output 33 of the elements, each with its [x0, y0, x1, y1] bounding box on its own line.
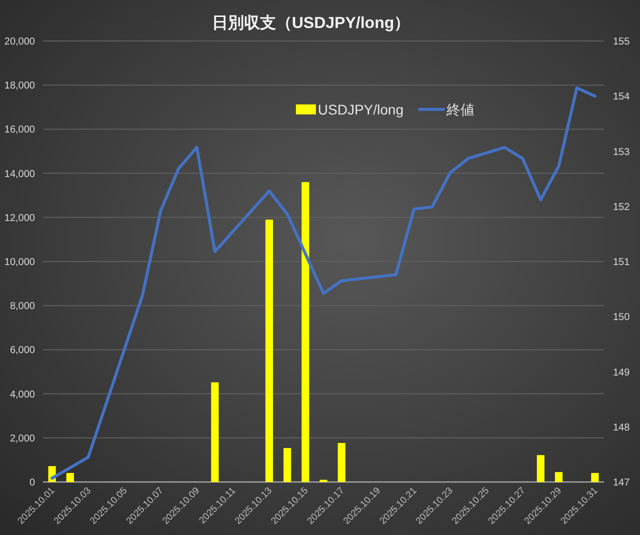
legend-label: USDJPY/long — [318, 101, 404, 118]
y-tick-label: 12,000 — [4, 212, 36, 224]
y2-tick-label: 148 — [613, 422, 630, 434]
y-tick-label: 10,000 — [4, 257, 36, 268]
bar — [302, 182, 310, 482]
legend-label: 終値 — [445, 101, 474, 118]
y-tick-label: 6,000 — [10, 345, 36, 356]
bar — [536, 455, 544, 482]
y2-tick-label: 149 — [613, 367, 630, 378]
y-tick-label: 8,000 — [10, 301, 36, 312]
bar — [284, 448, 292, 482]
line-series — [50, 86, 596, 480]
y2-tick-label: 147 — [613, 478, 630, 488]
y2-tick-label: 152 — [613, 202, 630, 213]
y-tick-label: 2,000 — [10, 433, 36, 444]
y2-tick-label: 151 — [613, 257, 630, 268]
bar — [211, 382, 219, 482]
y2-tick-label: 154 — [613, 92, 630, 103]
y2-tick-label: 155 — [613, 36, 630, 48]
bar — [338, 442, 346, 482]
bar — [554, 472, 563, 482]
y2-tick-label: 150 — [613, 312, 630, 324]
y-tick-label: 14,000 — [4, 168, 36, 180]
y-tick-label: 16,000 — [4, 124, 36, 136]
bar — [591, 472, 599, 482]
bar — [66, 472, 74, 482]
y-tick-label: 0 — [29, 478, 36, 488]
y-tick-label: 20,000 — [4, 36, 36, 48]
bar — [265, 220, 274, 482]
y-tick-label: 4,000 — [10, 389, 36, 400]
y-tick-label: 18,000 — [4, 80, 36, 92]
chart-title: 日別収支（USDJPY/long） — [212, 14, 410, 32]
y2-tick-label: 153 — [613, 146, 630, 158]
